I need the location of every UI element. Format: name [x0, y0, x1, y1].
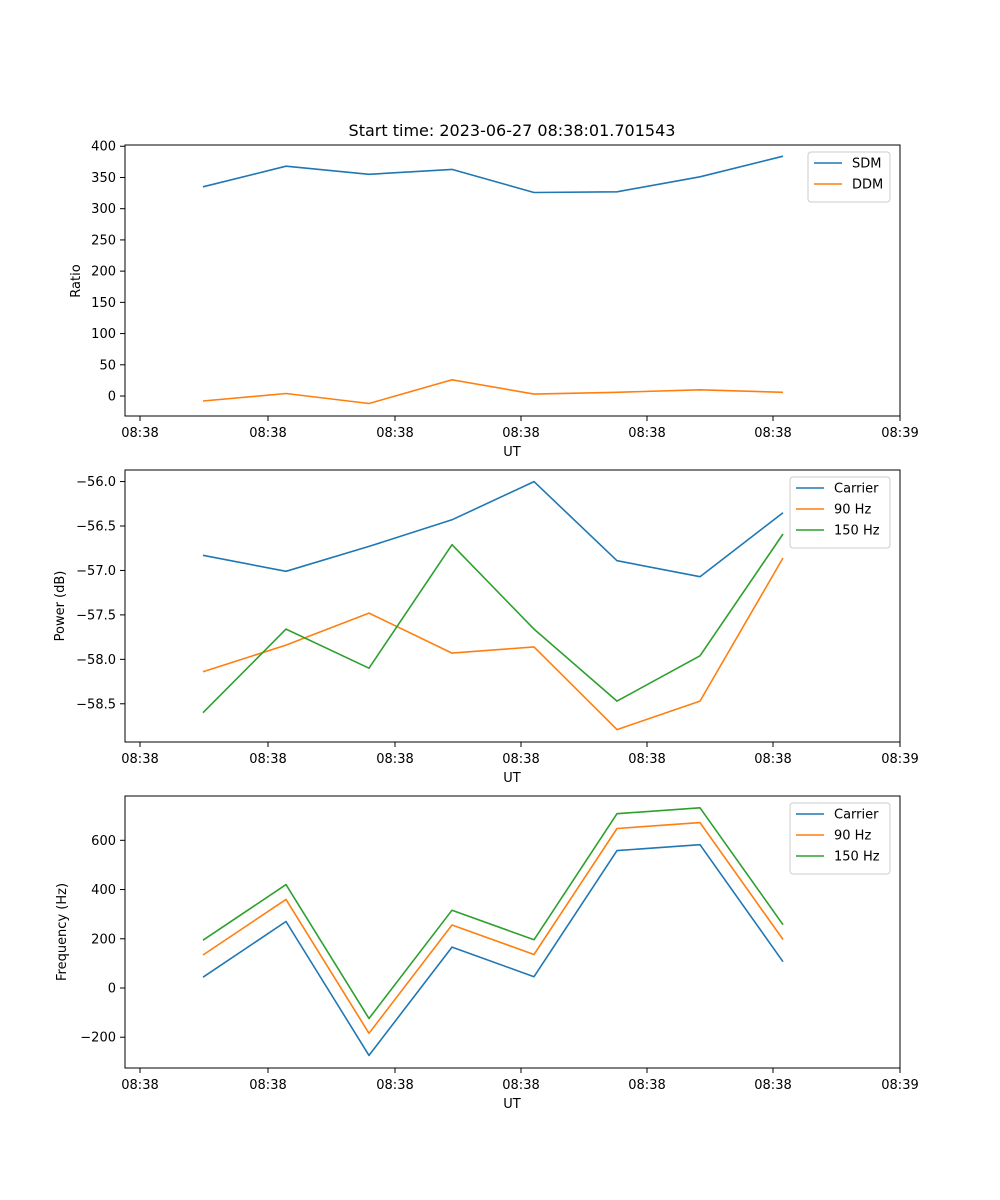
legend-label: 90 Hz — [834, 503, 871, 518]
legend-label: 150 Hz — [834, 524, 880, 539]
series-line-ddm — [202, 378, 784, 405]
x-tick-label: 08:38 — [628, 426, 665, 441]
y-tick-label: −57.0 — [76, 564, 116, 579]
x-axis-label: UT — [503, 1097, 521, 1112]
y-tick-label: −57.5 — [76, 608, 116, 623]
x-tick-label: 08:39 — [881, 426, 918, 441]
y-axis-label: Frequency (Hz) — [55, 883, 70, 981]
y-tick-label: −58.0 — [76, 653, 116, 668]
y-tick-label: 150 — [91, 296, 116, 311]
series-line-150-hz — [202, 533, 784, 714]
series-line-90-hz — [202, 821, 784, 1035]
y-tick-label: 100 — [91, 327, 116, 342]
y-tick-label: 300 — [91, 202, 116, 217]
x-tick-label: 08:38 — [628, 752, 665, 767]
y-tick-label: 400 — [91, 883, 116, 898]
x-tick-label: 08:38 — [249, 1078, 286, 1093]
x-tick-label: 08:38 — [754, 1078, 791, 1093]
x-tick-label: 08:38 — [628, 1078, 665, 1093]
y-tick-label: 600 — [91, 834, 116, 849]
y-tick-label: −58.5 — [76, 697, 116, 712]
y-tick-label: 50 — [99, 358, 116, 373]
legend-label: DDM — [852, 178, 883, 193]
x-tick-label: 08:38 — [249, 426, 286, 441]
series-line-150-hz — [202, 806, 784, 1020]
frequency-panel: Frequency (Hz) UT 08:38 08:38 08:38 08:38 08… — [55, 795, 919, 1112]
legend-box — [807, 151, 891, 203]
legend-label: Carrier — [834, 482, 879, 497]
chart-title: Start time: 2023-06-27 08:38:01.701543 — [349, 121, 676, 140]
series-line-carrier — [202, 480, 784, 578]
plot-frame — [124, 144, 901, 417]
y-tick-label: 200 — [91, 265, 116, 280]
y-tick-label: 350 — [91, 171, 116, 186]
x-tick-label: 08:38 — [376, 752, 413, 767]
y-tick-label: 0 — [108, 982, 116, 997]
y-tick-label: 250 — [91, 233, 116, 248]
x-axis-label: UT — [503, 445, 521, 460]
x-tick-label: 08:38 — [249, 752, 286, 767]
y-axis-label: Power (dB) — [53, 571, 68, 642]
x-axis-label: UT — [503, 771, 521, 786]
series-line-sdm — [202, 155, 784, 194]
y-tick-label: 400 — [91, 140, 116, 155]
x-tick-label: 08:38 — [502, 752, 539, 767]
plot-frame — [124, 469, 901, 743]
legend-label: 150 Hz — [834, 850, 880, 865]
x-tick-label: 08:38 — [121, 426, 158, 441]
legend-label: 90 Hz — [834, 829, 871, 844]
x-tick-label: 08:38 — [121, 752, 158, 767]
legend-label: Carrier — [834, 808, 879, 823]
x-tick-label: 08:38 — [121, 1078, 158, 1093]
y-tick-label: 200 — [91, 932, 116, 947]
x-tick-label: 08:39 — [881, 752, 918, 767]
power-panel: Power (dB) UT 08:38 08:38 08:38 08:38 08:38 0… — [53, 469, 919, 786]
x-tick-label: 08:38 — [376, 426, 413, 441]
x-tick-label: 08:38 — [376, 1078, 413, 1093]
x-tick-label: 08:39 — [881, 1078, 918, 1093]
x-tick-label: 08:38 — [502, 426, 539, 441]
x-tick-label: 08:38 — [502, 1078, 539, 1093]
y-tick-label: −200 — [80, 1031, 116, 1046]
y-tick-label: −56.0 — [76, 475, 116, 490]
series-line-carrier — [202, 843, 784, 1057]
y-axis-label: Ratio — [69, 264, 84, 297]
series-line-90-hz — [202, 557, 784, 731]
x-tick-label: 08:38 — [754, 426, 791, 441]
y-tick-label: 0 — [108, 390, 116, 405]
y-tick-label: −56.5 — [76, 520, 116, 535]
x-tick-label: 08:38 — [754, 752, 791, 767]
ratio-panel: Start time: 2023-06-27 08:38:01.701543 R… — [69, 121, 919, 460]
plot-frame — [124, 795, 901, 1069]
legend-label: SDM — [852, 157, 881, 172]
